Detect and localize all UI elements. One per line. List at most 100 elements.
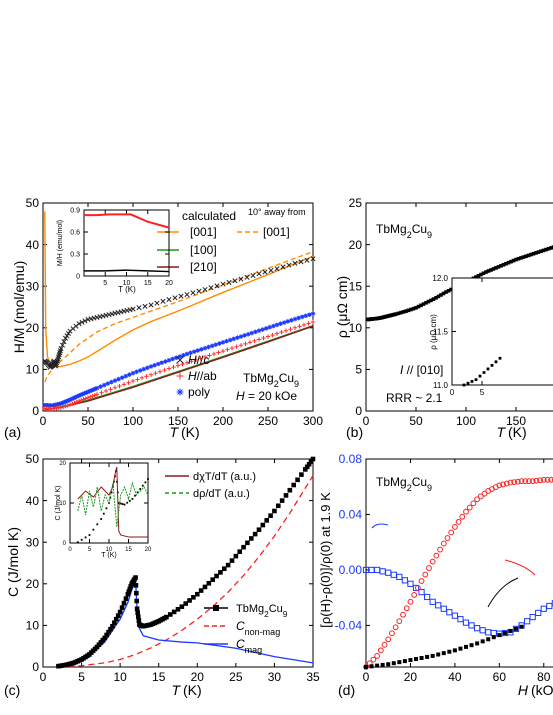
hab-point (103, 388, 109, 394)
poly-point (299, 314, 305, 320)
formula-part: TbMg (243, 371, 274, 385)
hc-point (148, 302, 154, 308)
y-tick-label: 0 (76, 273, 80, 280)
mr-blue-point (396, 573, 403, 580)
x-tick-label: 10 (123, 280, 131, 287)
hab-point (90, 393, 95, 399)
mr-red-point (392, 624, 399, 631)
hc-point (65, 330, 72, 337)
hab-point (65, 403, 70, 408)
rho-point (549, 246, 553, 250)
poly-point (87, 388, 93, 394)
mr-black-point (430, 653, 435, 658)
poly-point (242, 333, 247, 338)
mr-red-point (374, 653, 381, 659)
mr-black-point (447, 649, 452, 654)
hab-point (229, 345, 235, 351)
mr-red-point (477, 493, 484, 500)
poly-point (238, 334, 244, 339)
rho-point (514, 257, 518, 262)
inset-c-line (84, 269, 170, 273)
c-point (126, 589, 132, 594)
poly-point (80, 391, 85, 397)
hc-point (238, 276, 244, 282)
mr-red-point (451, 524, 458, 530)
mr-red-point (474, 496, 481, 503)
poly-point (123, 373, 129, 379)
rho-point (519, 256, 523, 260)
poly-point (109, 379, 114, 385)
poly-point (245, 331, 251, 337)
c-point (134, 598, 140, 604)
hab-point (234, 344, 239, 349)
formula-part: 9 (294, 379, 299, 389)
mr-black-point (397, 660, 402, 665)
hab-point (79, 397, 84, 403)
legend-label: dχT/dT (a.u.) (193, 471, 256, 483)
poly-point (130, 370, 136, 376)
hc-point (184, 291, 190, 298)
hab-point (202, 354, 208, 360)
hab-point (166, 366, 172, 371)
mr-blue-point (440, 605, 447, 612)
hab-point (88, 394, 93, 400)
x-tick-label: 0 (450, 388, 455, 397)
hc-point (298, 259, 304, 265)
poly-point (224, 338, 229, 344)
inset-c-point (117, 502, 120, 504)
mr-black-point (508, 628, 513, 633)
formula-part: 9 (427, 483, 432, 493)
x-axis-label: H (518, 682, 529, 698)
c-point (135, 610, 140, 616)
poly-point (231, 336, 237, 342)
c-nonmag-line (58, 475, 314, 668)
x-tick-label: 20 (191, 670, 205, 684)
poly-point (65, 398, 71, 403)
c-point (218, 570, 223, 575)
hab-point (63, 404, 68, 409)
c-point (299, 472, 304, 477)
x-tick-label: 150 (168, 414, 188, 428)
y-tick-label: 30 (26, 279, 40, 293)
x-tick-label: 15 (152, 670, 166, 684)
inset-rho-point (470, 380, 474, 383)
formula-part: 2 (264, 610, 269, 619)
rho-point (511, 258, 516, 263)
rho-point (551, 245, 553, 249)
c-point (225, 562, 231, 568)
mr-blue-point (424, 593, 431, 601)
mr-black-point (380, 662, 385, 667)
rho-point (411, 306, 416, 311)
legend-label: Cmag (236, 637, 262, 655)
inset-rho-point (482, 371, 486, 374)
formula-part: Cu (279, 371, 294, 385)
rho-point (484, 270, 488, 274)
c-point (233, 553, 239, 559)
mr-blue-point (374, 566, 381, 574)
y-tick-label: 0 (32, 660, 39, 674)
hab-point (216, 350, 221, 355)
rho-point (494, 266, 498, 270)
inset-dchiT-line (77, 466, 148, 538)
x-axis-unit: (kOe) (531, 682, 553, 698)
panel-tag: (d) (338, 682, 355, 698)
hab-point (211, 351, 217, 357)
poly-point (148, 364, 154, 369)
hc-point (250, 272, 256, 279)
poly-point (292, 316, 298, 322)
legend-label: TbMg2Cu9 (236, 603, 288, 619)
inset-rho-point (478, 374, 482, 378)
poly-point (278, 321, 283, 327)
poly-point (76, 393, 82, 398)
c-point (164, 614, 169, 620)
hab-point (301, 322, 307, 328)
mr-red-point (503, 480, 510, 487)
mr-red-point (551, 477, 553, 482)
mr-red-point (400, 611, 406, 618)
c-point (245, 540, 250, 546)
poly-point (137, 368, 143, 373)
hc-point (244, 274, 250, 280)
hab-point (283, 328, 289, 333)
mr-blue-point (446, 609, 453, 616)
